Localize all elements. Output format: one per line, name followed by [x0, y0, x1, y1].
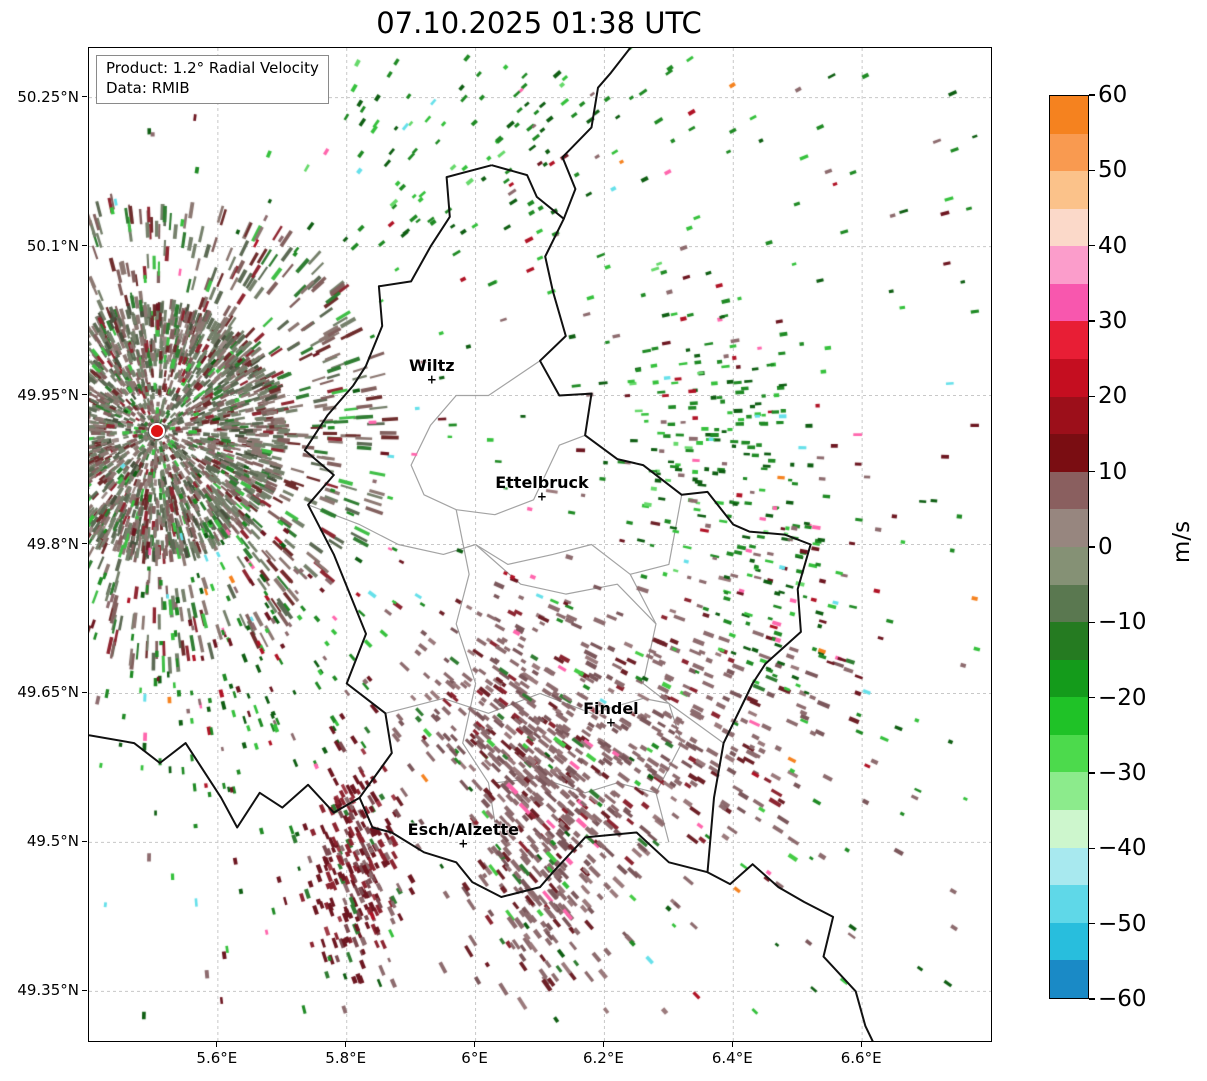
colorbar-tick-label: 40 — [1098, 232, 1128, 259]
colorbar-tickmark — [1089, 94, 1095, 96]
colorbar-tickmark — [1089, 922, 1095, 925]
colorbar-segment — [1050, 208, 1088, 247]
city-marker: + — [605, 715, 616, 730]
colorbar-segment — [1050, 697, 1088, 735]
colorbar-tick-label: −20 — [1098, 684, 1147, 711]
colorbar-segment — [1050, 246, 1088, 284]
colorbar-tick-label: 50 — [1098, 157, 1128, 184]
colorbar-tickmark — [1089, 470, 1095, 473]
colorbar — [1049, 95, 1089, 999]
y-axis-tickmark — [81, 840, 87, 842]
colorbar-tickmark — [1089, 244, 1095, 247]
colorbar-unit-label: m/s — [1169, 520, 1195, 564]
city-label: Findel — [583, 699, 639, 719]
y-axis-tick-label: 49.8°N — [26, 534, 79, 553]
y-axis-tick-label: 49.5°N — [26, 832, 79, 851]
colorbar-tickmark — [1089, 621, 1095, 624]
colorbar-segment — [1050, 96, 1088, 134]
colorbar-tickmark — [1089, 395, 1095, 398]
country-border-line — [707, 863, 874, 1041]
colorbar-segment — [1050, 171, 1088, 209]
colorbar-tickmark — [1089, 772, 1095, 774]
colorbar-tick-label: 0 — [1098, 534, 1113, 560]
x-axis-tickmark — [216, 1041, 218, 1047]
colorbar-tick-label: −30 — [1098, 760, 1147, 786]
colorbar-tick-label: −40 — [1098, 835, 1147, 862]
y-axis-tickmark — [81, 245, 87, 247]
y-axis-tickmark — [81, 691, 87, 694]
x-axis-tickmark — [860, 1041, 862, 1047]
city-marker: + — [458, 836, 469, 851]
y-axis-tick-label: 49.35°N — [17, 981, 79, 1000]
colorbar-tickmark — [1089, 546, 1095, 548]
colorbar-segment — [1050, 885, 1088, 923]
colorbar-tickmark — [1089, 169, 1095, 172]
radar-echoes-canvas — [89, 48, 991, 1041]
y-axis-tickmark — [81, 393, 87, 396]
x-axis-tickmark — [731, 1041, 733, 1047]
colorbar-segment — [1050, 509, 1088, 547]
colorbar-segment — [1050, 809, 1088, 848]
city-label: Esch/Alzette — [407, 820, 520, 840]
y-axis-tick-label: 49.95°N — [17, 385, 79, 404]
colorbar-tick-label: 60 — [1098, 82, 1128, 108]
product-info-box: Product: 1.2° Radial Velocity Data: RMIB — [96, 55, 329, 104]
country-borders-layer — [89, 48, 874, 1041]
y-axis-tick-label: 50.1°N — [26, 236, 79, 255]
colorbar-segment — [1050, 359, 1088, 397]
x-axis-tick-label: 6°E — [461, 1049, 488, 1067]
city-marker: + — [536, 489, 547, 504]
y-axis-tickmark — [81, 989, 87, 991]
colorbar-tickmark — [1089, 696, 1095, 699]
colorbar-tick-label: 30 — [1098, 308, 1128, 334]
colorbar-segment — [1050, 471, 1088, 510]
x-axis-tickmark — [473, 1041, 476, 1047]
country-border-line — [561, 48, 631, 220]
radar-site-marker — [148, 423, 165, 440]
colorbar-segment — [1050, 546, 1088, 585]
colorbar-tickmark — [1089, 320, 1095, 322]
city-label: Ettelbruck — [495, 472, 589, 492]
product-line: Product: 1.2° Radial Velocity — [106, 59, 319, 77]
colorbar-tick-label: −10 — [1098, 609, 1147, 636]
colorbar-segment — [1050, 734, 1088, 773]
y-axis-tick-label: 50.25°N — [17, 87, 79, 106]
x-axis-tickmark — [602, 1041, 605, 1047]
colorbar-segment — [1050, 847, 1088, 886]
colorbar-segment — [1050, 283, 1088, 322]
colorbar-segment — [1050, 960, 1088, 998]
x-axis-tick-label: 5.6°E — [196, 1049, 238, 1067]
colorbar-tick-label: 20 — [1098, 383, 1128, 410]
colorbar-tick-label: −60 — [1098, 986, 1147, 1012]
colorbar-segment — [1050, 133, 1088, 172]
map-plot-area: + Wiltz + Ettelbruck + Findel + Esch/Alzette Pr… — [88, 47, 992, 1042]
colorbar-tick-label: −50 — [1098, 910, 1147, 937]
country-border-line — [303, 164, 812, 898]
colorbar-tick-label: 10 — [1098, 458, 1128, 485]
colorbar-segment — [1050, 434, 1088, 472]
colorbar-segment — [1050, 622, 1088, 660]
city-label: Wiltz — [408, 355, 455, 375]
colorbar-segment — [1050, 396, 1088, 435]
city-marker: + — [426, 371, 437, 386]
colorbar-tickmark — [1089, 847, 1095, 850]
data-source-line: Data: RMIB — [106, 78, 190, 97]
y-axis-tickmark — [81, 542, 87, 545]
x-axis-tickmark — [345, 1041, 347, 1047]
y-axis-tick-label: 49.65°N — [17, 683, 79, 702]
colorbar-segment — [1050, 321, 1088, 360]
colorbar-segment — [1050, 772, 1088, 810]
colorbar-tickmark — [1089, 998, 1095, 1000]
colorbar-segment — [1050, 584, 1088, 623]
x-axis-tick-label: 5.8°E — [325, 1049, 367, 1067]
y-axis-tickmark — [81, 96, 87, 98]
colorbar-segment — [1050, 922, 1088, 961]
x-axis-tick-label: 6.2°E — [583, 1049, 624, 1067]
x-axis-tick-label: 6.6°E — [840, 1049, 882, 1067]
country-border-line — [89, 734, 361, 829]
colorbar-segment — [1050, 659, 1088, 698]
x-axis-tick-label: 6.4°E — [711, 1049, 753, 1067]
figure-title: 07.10.2025 01:38 UTC — [376, 6, 702, 40]
